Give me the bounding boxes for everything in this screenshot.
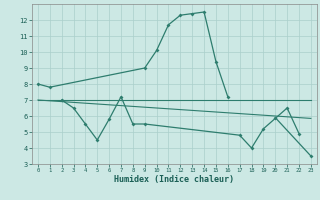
X-axis label: Humidex (Indice chaleur): Humidex (Indice chaleur)	[115, 175, 234, 184]
